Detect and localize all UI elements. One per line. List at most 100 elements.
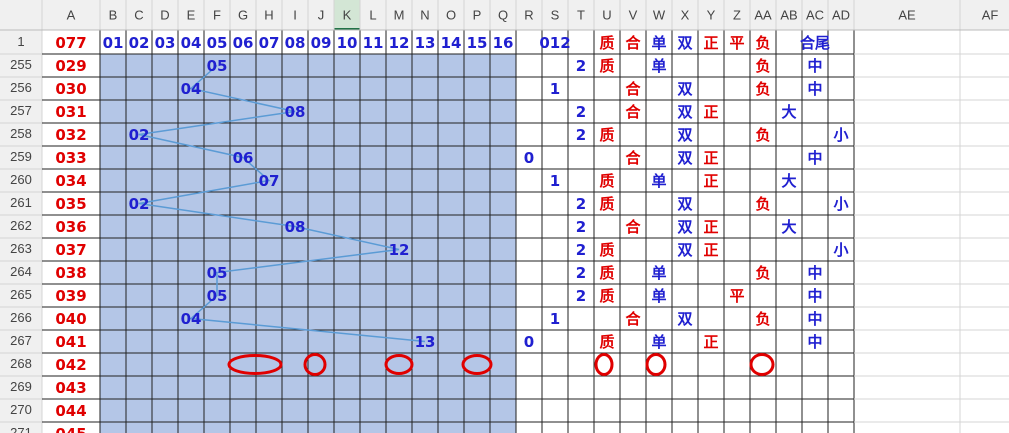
cell-text: 012	[539, 34, 570, 52]
cell-text: 044	[55, 402, 86, 420]
column-header[interactable]: U	[602, 7, 611, 22]
cell-text: 06	[233, 149, 254, 167]
cell-text: 04	[181, 80, 202, 98]
cell-text: 负	[755, 57, 770, 75]
cell-text: 07	[259, 172, 280, 190]
row-header[interactable]: 269	[10, 379, 32, 394]
column-header[interactable]: G	[238, 7, 248, 22]
column-header[interactable]: E	[187, 7, 196, 22]
column-header[interactable]: V	[629, 7, 638, 22]
cell-text: 12	[389, 34, 410, 52]
row-header[interactable]: 261	[10, 195, 32, 210]
column-header[interactable]: X	[681, 7, 690, 22]
cell-text: 07	[259, 34, 280, 52]
row-header[interactable]: 257	[10, 103, 32, 118]
row-header[interactable]: 260	[10, 172, 32, 187]
cell-text: 02	[129, 126, 150, 144]
cell-text: 10	[337, 34, 358, 52]
cell-text: 中	[807, 287, 822, 305]
column-header[interactable]: H	[264, 7, 273, 22]
red-circle	[384, 354, 414, 375]
cell-text: 负	[755, 264, 770, 282]
column-header[interactable]: B	[109, 7, 118, 22]
column-header[interactable]: AA	[754, 7, 772, 22]
cell-text: 037	[55, 241, 86, 259]
row-header[interactable]: 255	[10, 57, 32, 72]
cell-text: 单	[651, 57, 666, 75]
cell-text: 042	[55, 356, 86, 374]
cell-text: 2	[576, 287, 586, 305]
cell-text: 单	[651, 264, 666, 282]
cell-text: 质	[599, 264, 614, 282]
cell-text: 双	[677, 241, 692, 259]
column-header[interactable]: W	[653, 7, 666, 22]
column-header[interactable]: T	[577, 7, 585, 22]
cell-text: 双	[677, 218, 692, 236]
column-header[interactable]: C	[134, 7, 143, 22]
column-header[interactable]: S	[551, 7, 560, 22]
column-header[interactable]: AC	[806, 7, 824, 22]
cell-text: 0	[524, 149, 534, 167]
cell-text: 1	[550, 172, 560, 190]
cell-text: 中	[807, 264, 822, 282]
cell-text: 2	[576, 126, 586, 144]
column-header[interactable]: L	[369, 7, 376, 22]
column-header[interactable]: F	[213, 7, 221, 22]
row-header[interactable]: 270	[10, 402, 32, 417]
cell-text: 1	[550, 310, 560, 328]
row-header[interactable]: 264	[10, 264, 32, 279]
cell-text: 13	[415, 34, 436, 52]
row-header[interactable]: 262	[10, 218, 32, 233]
cell-text: 中	[807, 57, 822, 75]
cell-text: 031	[55, 103, 86, 121]
row-header[interactable]: 265	[10, 287, 32, 302]
column-header[interactable]: I	[293, 7, 297, 22]
cell-text: 中	[807, 310, 822, 328]
cell-text: 08	[285, 34, 306, 52]
column-header[interactable]: M	[394, 7, 405, 22]
cell-text: 正	[703, 218, 718, 236]
cell-text: 小	[833, 126, 848, 144]
cell-text: 双	[677, 310, 692, 328]
column-header[interactable]: J	[318, 7, 325, 22]
column-header[interactable]: AF	[982, 7, 999, 22]
row-header[interactable]: 258	[10, 126, 32, 141]
cell-text: 12	[389, 241, 410, 259]
column-header[interactable]: A	[67, 7, 76, 22]
red-circle	[749, 353, 775, 376]
cell-text: 05	[207, 264, 228, 282]
cell-text: 036	[55, 218, 86, 236]
row-header[interactable]: 263	[10, 241, 32, 256]
cell-text: 双	[677, 126, 692, 144]
column-header[interactable]: Y	[707, 7, 716, 22]
cell-text: 大	[781, 103, 796, 121]
column-header[interactable]: Z	[733, 7, 741, 22]
cell-text: 04	[181, 310, 202, 328]
cell-text: 05	[207, 57, 228, 75]
column-header[interactable]: Q	[498, 7, 508, 22]
column-header[interactable]: P	[473, 7, 482, 22]
cell-text: 029	[55, 57, 86, 75]
row-header[interactable]: 271	[10, 425, 32, 433]
row-header[interactable]: 268	[10, 356, 32, 371]
column-header[interactable]: D	[160, 7, 169, 22]
cell-text: 质	[599, 287, 614, 305]
cell-text: 正	[703, 241, 718, 259]
row-header[interactable]: 259	[10, 149, 32, 164]
column-header[interactable]: AB	[780, 7, 797, 22]
column-header[interactable]: AD	[832, 7, 850, 22]
cell-text: 平	[729, 34, 744, 52]
column-header[interactable]: O	[446, 7, 456, 22]
row-header[interactable]: 256	[10, 80, 32, 95]
column-header[interactable]: R	[524, 7, 533, 22]
column-header[interactable]: K	[343, 7, 352, 22]
row-header[interactable]: 267	[10, 333, 32, 348]
cell-text: 06	[233, 34, 254, 52]
cell-text: 039	[55, 287, 86, 305]
row-header[interactable]: 1	[17, 34, 24, 49]
column-header[interactable]: AE	[898, 7, 916, 22]
cell-text: 040	[55, 310, 86, 328]
cell-text: 平	[729, 287, 744, 305]
column-header[interactable]: N	[420, 7, 429, 22]
row-header[interactable]: 266	[10, 310, 32, 325]
